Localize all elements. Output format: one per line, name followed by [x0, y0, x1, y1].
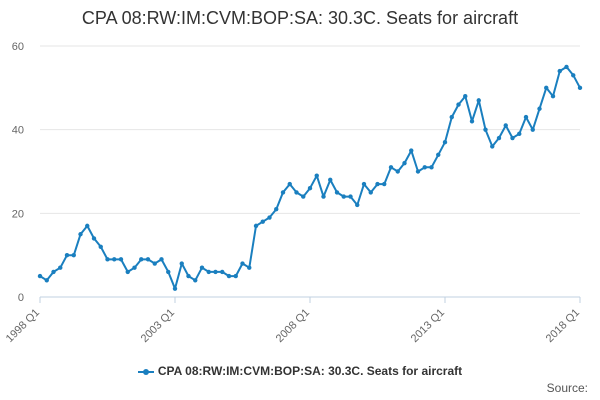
data-point: [118, 257, 124, 262]
data-point: [456, 102, 461, 107]
data-point: [382, 181, 387, 187]
data-point: [402, 160, 407, 166]
data-point: [132, 265, 137, 270]
data-point: [267, 215, 272, 220]
data-point: [199, 265, 205, 270]
data-point: [321, 194, 326, 199]
data-point: [429, 165, 434, 170]
data-point: [139, 257, 144, 262]
data-point: [233, 273, 238, 279]
data-point: [280, 190, 286, 195]
x-tick-label: 2003 Q1: [139, 307, 177, 345]
data-point: [544, 85, 549, 91]
data-point: [334, 190, 340, 195]
data-point: [510, 135, 515, 141]
data-point: [112, 257, 117, 262]
data-point: [415, 169, 421, 174]
data-point: [361, 181, 367, 187]
data-point: [422, 165, 427, 170]
chart-title: CPA 08:RW:IM:CVM:BOP:SA: 30.3C. Seats fo…: [81, 8, 519, 28]
y-tick-label: 40: [12, 125, 24, 137]
data-point: [91, 236, 97, 241]
data-point: [463, 94, 468, 99]
data-point: [550, 94, 556, 99]
source-label: Source:: [546, 381, 588, 395]
data-point: [253, 223, 259, 229]
data-point: [523, 114, 529, 120]
data-point: [166, 269, 171, 275]
legend-swatch-icon: [137, 368, 154, 375]
data-point: [409, 148, 414, 153]
data-point: [64, 252, 70, 258]
data-point: [51, 269, 56, 275]
y-tick-label: 0: [18, 292, 24, 304]
data-point: [226, 273, 232, 279]
data-point: [260, 219, 265, 224]
data-point: [517, 131, 522, 137]
data-point: [469, 119, 475, 124]
data-point: [125, 269, 130, 275]
data-point: [193, 278, 198, 283]
data-point: [105, 257, 110, 262]
data-point: [436, 152, 441, 157]
data-point: [58, 265, 63, 270]
data-point: [476, 98, 481, 103]
data-point: [395, 169, 400, 174]
data-point: [571, 73, 576, 78]
data-point: [247, 265, 252, 270]
data-point: [220, 269, 225, 275]
data-point: [449, 114, 454, 120]
data-point: [564, 64, 569, 70]
data-point: [206, 269, 211, 275]
data-point: [490, 144, 495, 149]
data-point: [314, 173, 319, 178]
data-point: [496, 135, 502, 141]
data-point: [294, 190, 299, 195]
data-point: [355, 202, 360, 208]
data-point: [71, 252, 76, 258]
data-point: [348, 194, 353, 199]
data-point: [577, 85, 583, 91]
data-point: [172, 286, 178, 291]
data-point: [240, 261, 245, 266]
data-point: [368, 190, 373, 195]
x-tick-label: 1998 Q1: [4, 307, 42, 345]
data-point: [328, 177, 333, 183]
data-point: [557, 68, 562, 74]
data-point: [186, 273, 191, 279]
series-line: [39, 65, 581, 290]
data-point: [483, 127, 488, 132]
data-point: [98, 244, 103, 249]
data-point: [307, 186, 313, 191]
data-point: [537, 106, 542, 111]
data-point: [442, 140, 448, 145]
data-point: [301, 194, 306, 199]
data-point: [78, 232, 83, 237]
data-point: [530, 127, 535, 132]
x-tick-label: 2013 Q1: [409, 307, 447, 345]
data-point: [274, 206, 279, 212]
data-point: [44, 278, 49, 283]
data-point: [503, 123, 508, 128]
x-tick-label: 2018 Q1: [544, 307, 582, 345]
data-point: [37, 273, 43, 279]
y-tick-label: 60: [12, 41, 24, 53]
data-point: [287, 181, 292, 187]
y-tick-label: 20: [12, 208, 24, 220]
data-point: [85, 223, 90, 229]
data-point: [388, 165, 394, 170]
data-point: [159, 257, 164, 262]
data-point: [145, 257, 151, 262]
x-tick-label: 2008 Q1: [274, 307, 312, 345]
data-point: [179, 261, 184, 266]
data-point: [152, 261, 157, 266]
data-point: [341, 194, 346, 199]
legend-label: CPA 08:RW:IM:CVM:BOP:SA: 30.3C. Seats fo…: [157, 364, 463, 378]
data-point: [213, 269, 218, 275]
data-point: [375, 181, 380, 187]
chart-legend[interactable]: CPA 08:RW:IM:CVM:BOP:SA: 30.3C. Seats fo…: [0, 364, 600, 378]
